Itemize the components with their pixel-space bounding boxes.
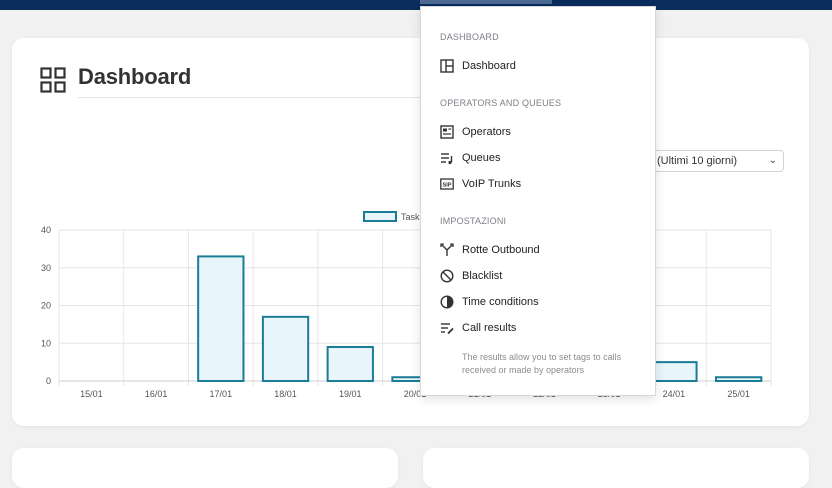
x-tick-label: 16/01 [145, 389, 168, 399]
x-tick-label: 24/01 [663, 389, 686, 399]
sip-icon: SIP [440, 178, 454, 190]
bar-24/01 [650, 361, 698, 382]
menu-item-dashboard[interactable]: Dashboard [440, 56, 516, 76]
navigation-dropdown-menu: DASHBOARD Dashboard OPERATORS AND QUEUES… [420, 6, 656, 396]
page-title: Dashboard [78, 64, 192, 89]
bar-19/01 [326, 346, 374, 382]
menu-section-dashboard: DASHBOARD [440, 32, 499, 42]
legend-label: Task [401, 212, 420, 222]
bar-17/01 [197, 255, 245, 382]
menu-section-impostazioni: IMPOSTAZIONI [440, 216, 507, 226]
bottom-left-card [12, 448, 398, 488]
menu-item-label: Call results [462, 322, 517, 334]
block-icon [440, 269, 454, 283]
menu-item-blacklist[interactable]: Blacklist [440, 266, 502, 286]
menu-section-operators-and-queues: OPERATORS AND QUEUES [440, 98, 562, 108]
time-icon [440, 295, 454, 309]
menu-item-voip-trunks[interactable]: SIP VoIP Trunks [440, 174, 521, 194]
x-tick-label: 19/01 [339, 389, 362, 399]
menu-item-label: Rotte Outbound [462, 244, 540, 256]
menu-item-time-conditions[interactable]: Time conditions [440, 292, 539, 312]
x-tick-label: 17/01 [210, 389, 233, 399]
menu-item-label: VoIP Trunks [462, 178, 522, 190]
date-range-value: (Ultimi 10 giorni) [657, 155, 738, 167]
tasks-bar-chart: 0 10 20 30 40 15/01 16/01 17/01 18/01 19/01 20/01 2… [41, 211, 772, 399]
call-results-icon [441, 323, 454, 335]
y-tick-label: 20 [41, 301, 51, 311]
menu-item-rotte-outbound[interactable]: Rotte Outbound [440, 240, 540, 260]
svg-text:SIP: SIP [443, 183, 452, 189]
title-divider [78, 97, 438, 98]
y-tick-label: 0 [46, 376, 51, 386]
top-navbar [0, 0, 832, 10]
menu-item-label: Dashboard [462, 60, 516, 72]
operators-icon [440, 125, 454, 139]
menu-item-call-results[interactable]: Call results [440, 318, 516, 338]
y-tick-label: 10 [41, 338, 51, 348]
menu-item-operators[interactable]: Operators [440, 122, 511, 142]
date-range-select[interactable]: (Ultimi 10 giorni) ⌄ [654, 150, 784, 172]
x-tick-label: 25/01 [727, 389, 750, 399]
x-tick-label: 20/01 [404, 389, 427, 399]
bar-25/01 [714, 376, 763, 383]
queue-icon [441, 153, 453, 165]
y-tick-label: 30 [41, 263, 51, 273]
menu-item-queues[interactable]: Queues [440, 148, 501, 168]
layout-icon [440, 59, 454, 73]
dashboard-layout-icon [40, 67, 66, 93]
top-navbar-active-indicator [420, 0, 552, 4]
bar-18/01 [261, 315, 310, 383]
legend-swatch [363, 211, 397, 222]
chevron-down-icon: ⌄ [768, 155, 777, 166]
route-icon [440, 243, 454, 256]
menu-item-label: Blacklist [462, 270, 503, 282]
x-tick-label: 15/01 [80, 389, 103, 399]
x-tick-label: 18/01 [274, 389, 297, 399]
menu-item-label: Operators [462, 126, 511, 138]
call-results-description: The results allow you to set tags to cal… [462, 352, 622, 375]
bottom-right-card [423, 448, 809, 488]
y-tick-label: 40 [41, 225, 51, 235]
menu-item-label: Queues [462, 152, 501, 164]
menu-item-label: Time conditions [462, 296, 539, 308]
